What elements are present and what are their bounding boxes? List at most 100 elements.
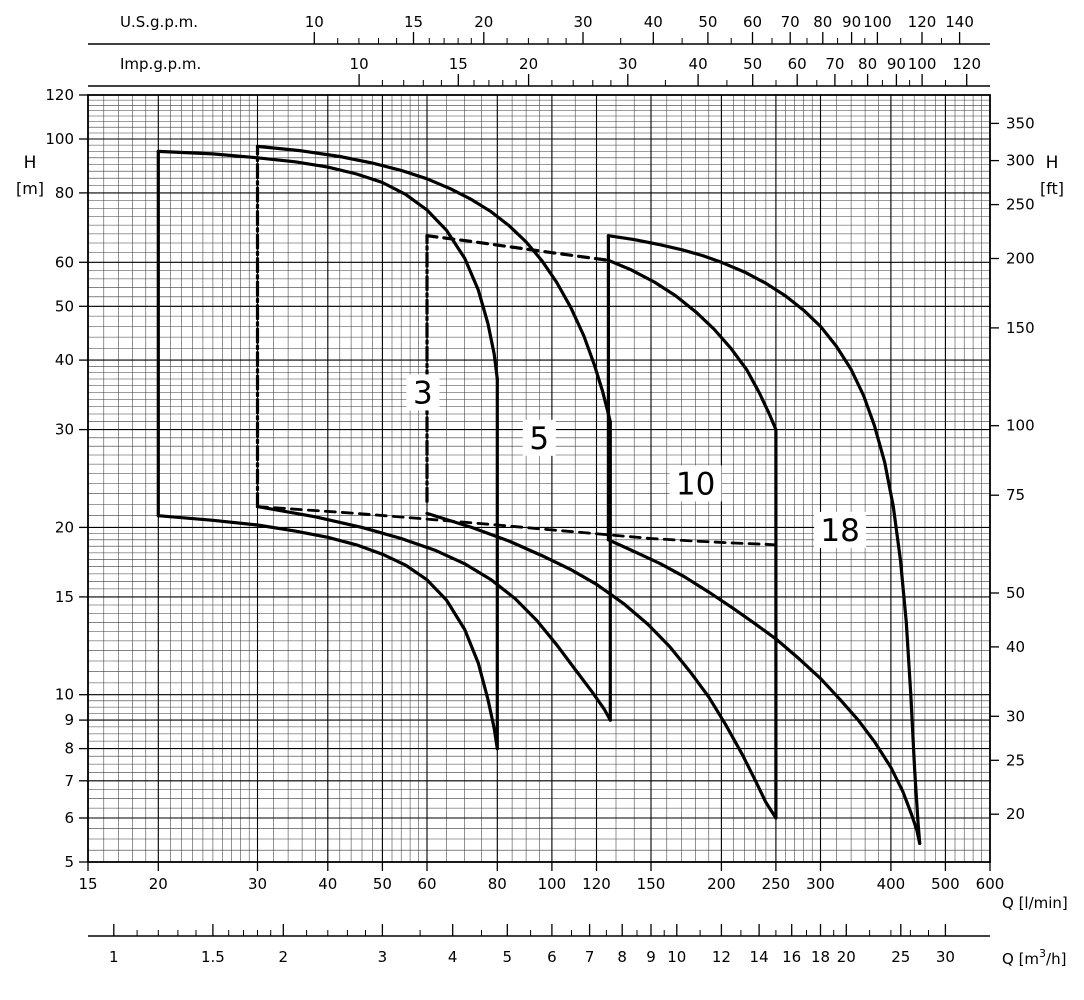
family-10-min-head-curve — [425, 511, 778, 820]
left-axis-tick-label: 40 — [55, 351, 74, 369]
left-axis-tick-label: 120 — [45, 86, 74, 104]
imp-gpm-axis-tick-label: 60 — [788, 55, 807, 73]
us-gpm-axis-tick-label: 100 — [863, 13, 892, 31]
imp-gpm-axis-tick-label: 90 — [887, 55, 906, 73]
bottom-axis-tick-label: 600 — [976, 875, 1005, 893]
m3h-tick-label: 16 — [782, 948, 801, 966]
right-axis-tick-label: 100 — [1006, 417, 1035, 435]
imp-gpm-axis-tick-label: 100 — [908, 55, 937, 73]
left-axis-tick-label: 80 — [55, 184, 74, 202]
m3h-tick-label: 12 — [712, 948, 731, 966]
left-axis-tick-label: 15 — [55, 588, 74, 606]
left-axis-tick-label: 7 — [64, 772, 74, 790]
right-axis-title-unit: [ft] — [1040, 179, 1064, 198]
m3h-tick-label: 5 — [503, 948, 513, 966]
family-5-max-head-curve — [255, 144, 612, 424]
left-axis-tick-label: 9 — [64, 711, 74, 729]
right-axis-tick-label: 300 — [1006, 152, 1035, 170]
bottom-axis-tick-label: 120 — [582, 875, 611, 893]
imp-gpm-axis-tick-label: 80 — [858, 55, 877, 73]
bottom-axis-m3h: 1 1.5 2 3 4 5 6 7 8 9 10 12 14 16 18 20 25 30 Q [m3/h] — [88, 924, 1066, 968]
imp-gpm-axis-tick-label: 40 — [689, 55, 708, 73]
bottom-axis-lmin: 15 20 30 40 50 60 80 100 120 150 200 250 300 400 500 60… — [78, 862, 1068, 912]
right-axis-tick-label: 40 — [1006, 638, 1025, 656]
family-18-label-box — [814, 511, 867, 548]
major-grid — [87, 94, 991, 863]
right-axis-tick-label: 50 — [1006, 584, 1025, 602]
left-axis-tick-label: 5 — [64, 853, 74, 871]
family-10-max-head-curve — [606, 258, 778, 432]
us-gpm-axis-tick-label: 120 — [908, 13, 937, 31]
imp-gpm-axis-tick-label: 120 — [952, 55, 981, 73]
us-gpm-axis-tick-label: 70 — [781, 13, 800, 31]
right-axis-tick-label: 75 — [1006, 486, 1025, 504]
m3h-tick-label: 30 — [936, 948, 955, 966]
m3h-tick-label: 1.5 — [201, 948, 225, 966]
left-axis-title-unit: [m] — [16, 179, 44, 198]
m3h-tick-label: 1 — [109, 948, 119, 966]
left-axis-title-h: H — [24, 153, 37, 173]
bottom-axis-tick-label: 500 — [931, 875, 960, 893]
us-gpm-axis-tick-label: 140 — [945, 13, 974, 31]
left-axis-tick-label: 8 — [64, 740, 74, 758]
m3h-tick-label: 3 — [378, 948, 388, 966]
left-axis: 5 6 7 8 9 10 15 20 30 40 50 60 80 100 120 H [m] — [16, 86, 88, 871]
family-18-label: 18 — [820, 513, 859, 549]
bottom-axis-tick-label: 40 — [318, 875, 337, 893]
m3h-tick-label: 4 — [448, 948, 458, 966]
family-3-label: 3 — [413, 375, 433, 411]
bottom-axis-tick-label: 400 — [877, 875, 906, 893]
imp-gpm-axis-tick-label: 50 — [743, 55, 762, 73]
family-3-min-head-curve — [156, 514, 499, 751]
m3h-tick-label: 8 — [617, 948, 627, 966]
us-gpm-axis-tick-label: 15 — [404, 13, 423, 31]
family-10-max-head-dashed — [425, 234, 610, 262]
bottom-axis-tick-label: 100 — [538, 875, 567, 893]
bottom-axis-tick-label: 300 — [806, 875, 835, 893]
m3h-axis-title: Q [m3/h] — [1002, 947, 1066, 968]
family-3-max-head-curve — [156, 149, 499, 381]
right-axis: 20 25 30 40 50 75 100 150 200 250 300 350 H [ft] — [990, 114, 1064, 823]
imp-gpm-axis-title: Imp.g.p.m. — [120, 55, 201, 73]
minor-grid — [88, 95, 990, 862]
family-18-min-head-curve — [606, 538, 922, 845]
m3h-tick-label: 7 — [585, 948, 595, 966]
family-5-label-box — [522, 419, 556, 456]
left-axis-tick-label: 60 — [55, 253, 74, 271]
pump-curves — [156, 144, 922, 845]
family-3-curves — [156, 149, 499, 751]
family-5-label: 5 — [529, 421, 549, 457]
us-gpm-axis: 10 15 20 30 40 50 60 70 80 90 100 120 140 U.S.g.p.m. — [88, 13, 990, 45]
m3h-tick-label: 6 — [547, 948, 557, 966]
family-5-curves — [255, 144, 612, 722]
family-10-curves — [425, 234, 778, 820]
bottom-axis-tick-label: 200 — [707, 875, 736, 893]
right-axis-tick-label: 20 — [1006, 805, 1025, 823]
right-axis-tick-label: 250 — [1006, 196, 1035, 214]
bottom-axis-tick-label: 150 — [637, 875, 666, 893]
family-3-label-box — [406, 374, 440, 411]
us-gpm-axis-tick-label: 60 — [743, 13, 762, 31]
family-10-label-box — [669, 465, 722, 502]
m3h-tick-label: 18 — [811, 948, 830, 966]
bottom-axis-tick-label: 60 — [417, 875, 436, 893]
us-gpm-axis-tick-label: 90 — [842, 13, 861, 31]
left-axis-tick-label: 10 — [55, 686, 74, 704]
bottom-axis-tick-label: 30 — [248, 875, 267, 893]
right-axis-tick-label: 25 — [1006, 751, 1025, 769]
us-gpm-axis-tick-label: 50 — [698, 13, 717, 31]
us-gpm-axis-tick-label: 10 — [305, 13, 324, 31]
us-gpm-axis-tick-label: 80 — [813, 13, 832, 31]
us-gpm-axis-title: U.S.g.p.m. — [120, 13, 198, 31]
m3h-tick-label: 20 — [837, 948, 856, 966]
right-axis-tick-label: 350 — [1006, 114, 1035, 132]
m3h-tick-label: 10 — [667, 948, 686, 966]
min-head-dashed-boundary — [256, 505, 778, 547]
family-18-curves — [606, 234, 922, 845]
us-gpm-axis-tick-label: 30 — [573, 13, 592, 31]
right-axis-tick-label: 30 — [1006, 707, 1025, 725]
family-10-label: 10 — [676, 466, 715, 502]
imp-gpm-axis: 10 15 20 30 40 50 60 70 80 90 100 120 Imp.g.p.m. — [88, 55, 990, 87]
m3h-tick-label: 14 — [750, 948, 769, 966]
